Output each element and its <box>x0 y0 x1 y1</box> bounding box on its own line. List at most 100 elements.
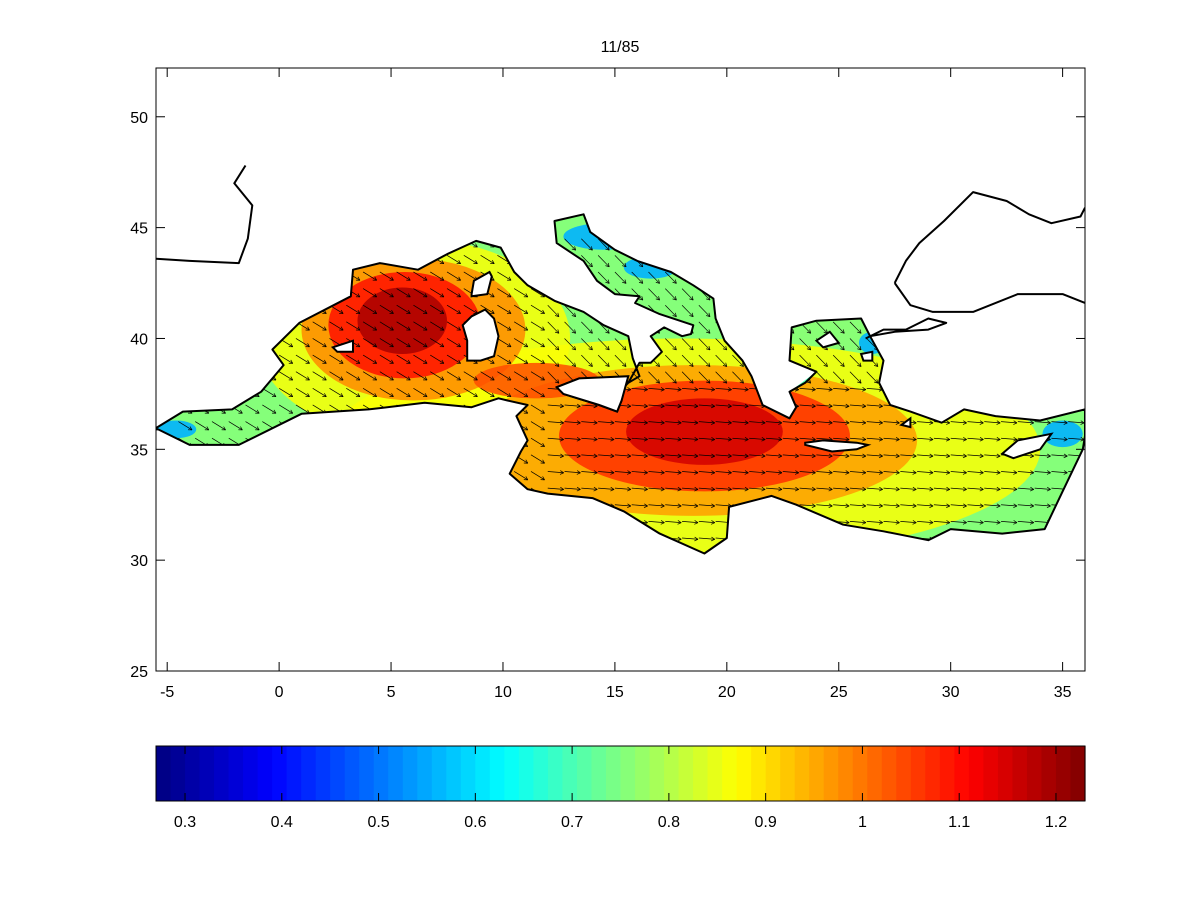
arrow-shaft <box>799 487 816 490</box>
arrow-head <box>576 455 581 459</box>
arrow-head <box>795 470 799 474</box>
arrow-shaft <box>413 321 428 331</box>
arrow-shaft <box>917 487 934 490</box>
arrow-shaft <box>547 354 560 367</box>
arrow-shaft <box>362 288 377 298</box>
arrow-head <box>979 455 984 459</box>
arrow-head <box>778 472 783 475</box>
arrow-shaft <box>833 454 850 457</box>
arrow-head <box>879 470 883 474</box>
arrow-head <box>979 489 984 492</box>
arrow-head <box>458 359 461 364</box>
arrow-shaft <box>732 354 744 367</box>
arrow-shaft <box>799 338 811 351</box>
arrow-shaft <box>1034 487 1051 490</box>
arrow-head <box>559 489 564 492</box>
arrow-shaft <box>564 321 576 334</box>
arrow-head <box>828 505 833 508</box>
colorbar-cell <box>649 746 665 801</box>
arrow-head <box>727 405 732 409</box>
arrow-head <box>605 365 610 367</box>
arrow-head <box>826 362 828 367</box>
arrow-head <box>811 389 816 392</box>
arrow-head <box>677 439 682 442</box>
colorbar-cell <box>693 746 709 801</box>
arrow-head <box>560 437 564 440</box>
arrow-shaft <box>665 354 677 367</box>
arrow-shaft <box>715 437 732 440</box>
arrow-head <box>744 405 749 409</box>
arrow-head <box>641 379 644 384</box>
arrow-head <box>441 376 445 381</box>
arrow-shaft <box>967 454 984 457</box>
arrow-shaft <box>362 321 377 331</box>
arrow-head <box>643 489 648 492</box>
arrow-shaft <box>698 471 715 474</box>
arrow-head <box>627 455 631 459</box>
arrow-shaft <box>648 504 665 507</box>
arrow-head <box>691 312 694 317</box>
arrow-head <box>823 365 828 367</box>
arrow-shaft <box>682 521 699 523</box>
arrow-shaft <box>614 421 631 424</box>
arrow-head <box>873 365 878 367</box>
colorbar-cell <box>997 746 1014 801</box>
arrow-shaft <box>900 521 917 523</box>
arrow-head <box>996 455 1001 459</box>
arrow-head <box>879 453 883 457</box>
arrow-shaft <box>816 404 833 407</box>
arrow-head <box>240 426 243 431</box>
coastline-black-sea-north <box>893 191 1085 284</box>
arrow-head <box>610 503 615 507</box>
arrow-shaft <box>765 487 782 490</box>
arrow-head <box>560 470 564 474</box>
map-axes: -5 0 5 10 15 20 25 30 35 25 30 35 40 45 50 <box>130 67 1086 701</box>
arrow-head <box>828 437 833 440</box>
arrow-head <box>1030 453 1034 457</box>
arrow-shaft <box>665 338 677 351</box>
arrow-head <box>694 420 699 424</box>
island-aegean <box>814 330 841 349</box>
arrow-head <box>840 348 845 351</box>
arrow-head <box>929 489 934 492</box>
arrow-shaft <box>883 487 900 490</box>
arrow-head <box>946 522 950 525</box>
arrow-shaft <box>900 487 917 490</box>
arrow-shaft <box>564 238 576 251</box>
x-tick-label: -5 <box>160 684 174 701</box>
arrow-head <box>694 389 699 392</box>
arrow-head <box>610 455 615 459</box>
arrow-head <box>1063 437 1068 440</box>
arrow-shaft <box>917 521 934 523</box>
arrow-shaft <box>782 454 799 457</box>
arrow-head <box>912 455 917 459</box>
arrow-shaft <box>530 388 545 398</box>
arrow-head <box>761 470 766 474</box>
arrow-shaft <box>849 521 866 523</box>
arrow-head <box>1013 522 1018 525</box>
arrow-shaft <box>547 454 564 457</box>
arrow-shaft <box>917 454 934 457</box>
arrow-head <box>1046 472 1051 475</box>
arrow-shaft <box>278 371 293 381</box>
arrow-head <box>879 437 883 440</box>
arrow-shaft <box>984 454 1001 457</box>
coastline-black-sea-south <box>893 282 1085 313</box>
arrow-head <box>588 248 593 251</box>
arrow-head <box>290 393 294 397</box>
arrow-shaft <box>379 354 394 364</box>
arrow-shaft <box>866 504 883 507</box>
arrow-head <box>610 470 615 474</box>
arrow-shaft <box>866 454 883 457</box>
arrow-head <box>525 476 529 481</box>
arrow-head <box>946 437 951 440</box>
arrow-head <box>340 376 344 381</box>
arrow-head <box>525 293 529 298</box>
arrow-shaft <box>681 304 694 317</box>
arrow-head <box>554 331 559 334</box>
arrow-shaft <box>446 255 461 264</box>
arrow-head <box>962 455 967 459</box>
arrow-head <box>946 420 951 424</box>
arrow-shaft <box>1001 521 1018 523</box>
arrow-head <box>554 348 559 351</box>
